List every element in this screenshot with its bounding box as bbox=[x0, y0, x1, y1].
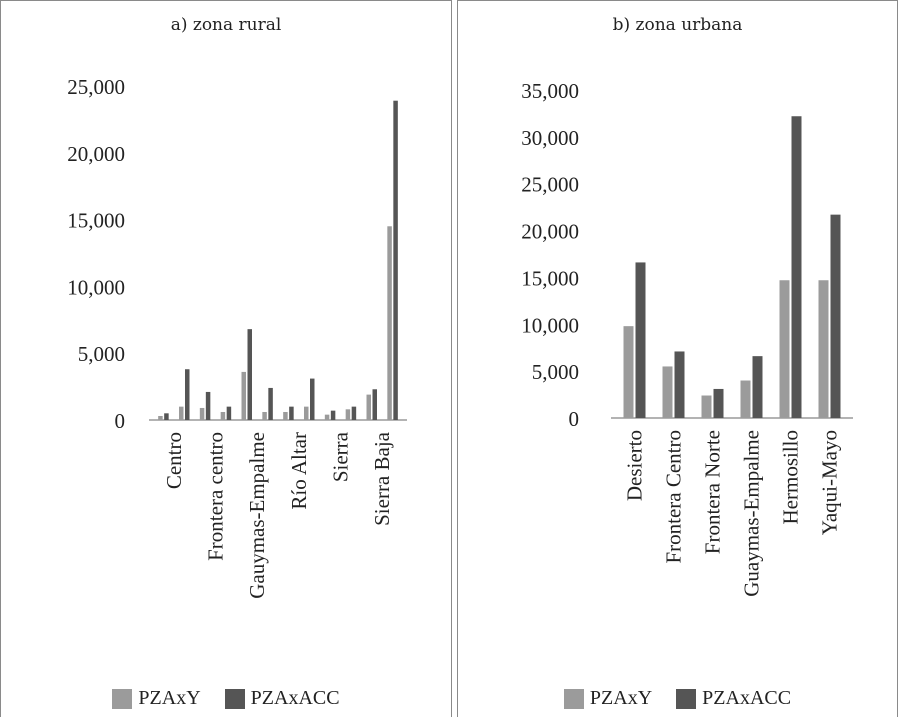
bar-pzaxacc bbox=[247, 329, 252, 420]
y-tick-label: 10,000 bbox=[521, 313, 579, 337]
x-category-label: Frontera Norte bbox=[701, 430, 725, 554]
legend-label-pzaxy: PZAxY bbox=[589, 687, 653, 709]
bar-pzaxacc bbox=[635, 262, 646, 418]
bar-pzaxy bbox=[262, 411, 267, 420]
bar-pzaxacc bbox=[289, 406, 294, 420]
legend-item-pzaxacc: PZAxACC bbox=[224, 687, 340, 710]
x-category-label: Sierra bbox=[329, 431, 353, 482]
bar-pzaxacc bbox=[830, 214, 841, 418]
x-category-label: Yaqui-Mayo bbox=[818, 430, 842, 535]
y-tick-label: 10,000 bbox=[67, 275, 125, 299]
bar-pzaxy bbox=[623, 326, 634, 418]
y-tick-label: 25,000 bbox=[521, 173, 579, 197]
urban-chart-legend: PZAxY PZAxACC bbox=[458, 687, 897, 710]
bar-pzaxacc bbox=[674, 351, 685, 418]
y-tick-label: 35,000 bbox=[521, 79, 579, 103]
legend-item-pzaxy: PZAxY bbox=[112, 687, 201, 710]
legend-label-pzaxacc: PZAxACC bbox=[250, 687, 340, 709]
y-tick-label: 20,000 bbox=[521, 220, 579, 244]
y-tick-label: 0 bbox=[115, 409, 126, 433]
bar-pzaxy bbox=[387, 226, 392, 420]
y-tick-label: 30,000 bbox=[521, 126, 579, 150]
bar-pzaxy bbox=[241, 371, 246, 420]
bar-pzaxacc bbox=[205, 391, 211, 420]
legend-item-pzaxacc: PZAxACC bbox=[676, 687, 791, 710]
x-category-label: Hermosillo bbox=[779, 430, 803, 525]
bar-pzaxy bbox=[818, 280, 829, 418]
x-category-label: Sierra Baja bbox=[370, 431, 394, 526]
bar-pzaxacc bbox=[310, 378, 315, 420]
legend-swatch-pzaxy bbox=[112, 688, 133, 709]
y-tick-label: 5,000 bbox=[78, 342, 125, 366]
bar-pzaxy bbox=[701, 395, 712, 418]
x-category-label: Guaymas-Empalme bbox=[740, 430, 764, 597]
x-category-label: Centro bbox=[162, 432, 186, 489]
rural-chart-legend: PZAxY PZAxACC bbox=[1, 687, 451, 710]
x-category-label: Río Altar bbox=[287, 432, 311, 510]
bar-pzaxy bbox=[662, 366, 673, 418]
bar-pzaxacc bbox=[185, 369, 190, 420]
legend-swatch-pzaxacc bbox=[224, 688, 245, 709]
legend-label-pzaxacc: PZAxACC bbox=[702, 687, 792, 709]
legend-swatch-pzaxy bbox=[563, 688, 584, 709]
bar-pzaxy bbox=[366, 394, 371, 420]
bar-pzaxy bbox=[283, 411, 288, 420]
x-category-label: Frontera Centro bbox=[662, 430, 686, 564]
urban-chart-plot: 0 5,000 10,000 15,000 20,000 25,000 30,000 35,0… bbox=[521, 79, 853, 597]
bar-pzaxy bbox=[220, 411, 226, 420]
bar-pzaxy bbox=[779, 280, 790, 418]
bar-pzaxy bbox=[304, 406, 309, 420]
urban-chart-panel: b) zona urbana 0 5,000 10,000 15,000 20,000 2… bbox=[457, 0, 898, 717]
y-tick-label: 0 bbox=[569, 407, 580, 431]
legend-label-pzaxy: PZAxY bbox=[138, 687, 201, 709]
bar-pzaxacc bbox=[226, 406, 232, 420]
bar-pzaxy bbox=[345, 409, 351, 420]
legend-swatch-pzaxacc bbox=[676, 688, 697, 709]
bar-pzaxy bbox=[324, 414, 330, 420]
x-category-label: Gauymas-Empalme bbox=[245, 432, 269, 599]
x-category-label: Frontera centro bbox=[204, 432, 228, 561]
bar-pzaxacc bbox=[330, 410, 336, 420]
bar-pzaxacc bbox=[713, 388, 724, 418]
bar-pzaxacc bbox=[791, 116, 802, 419]
rural-chart-title: a) zona rural bbox=[170, 15, 282, 35]
y-tick-label: 15,000 bbox=[521, 266, 579, 290]
y-tick-label: 20,000 bbox=[67, 142, 125, 166]
bar-pzaxacc bbox=[164, 413, 169, 420]
bar-pzaxy bbox=[740, 380, 751, 418]
bar-pzaxy bbox=[158, 415, 163, 420]
bar-pzaxy bbox=[179, 406, 184, 420]
x-category-label: Desierto bbox=[623, 430, 647, 501]
y-tick-label: 25,000 bbox=[67, 75, 125, 99]
rural-chart-panel: a) zona rural 0 5,000 10,000 15,000 20,000 25… bbox=[0, 0, 452, 717]
bar-pzaxacc bbox=[351, 406, 357, 420]
y-tick-label: 5,000 bbox=[532, 360, 579, 384]
bar-pzaxacc bbox=[268, 387, 273, 420]
rural-chart-plot: 0 5,000 10,000 15,000 20,000 25,000 Centro Fron… bbox=[67, 75, 407, 599]
legend-item-pzaxy: PZAxY bbox=[563, 687, 653, 710]
bar-pzaxacc bbox=[752, 356, 763, 418]
bar-pzaxacc bbox=[372, 389, 377, 420]
bar-pzaxacc bbox=[393, 100, 398, 421]
bar-pzaxy bbox=[199, 407, 205, 420]
urban-chart-title: b) zona urbana bbox=[612, 15, 743, 35]
y-tick-label: 15,000 bbox=[67, 209, 125, 233]
